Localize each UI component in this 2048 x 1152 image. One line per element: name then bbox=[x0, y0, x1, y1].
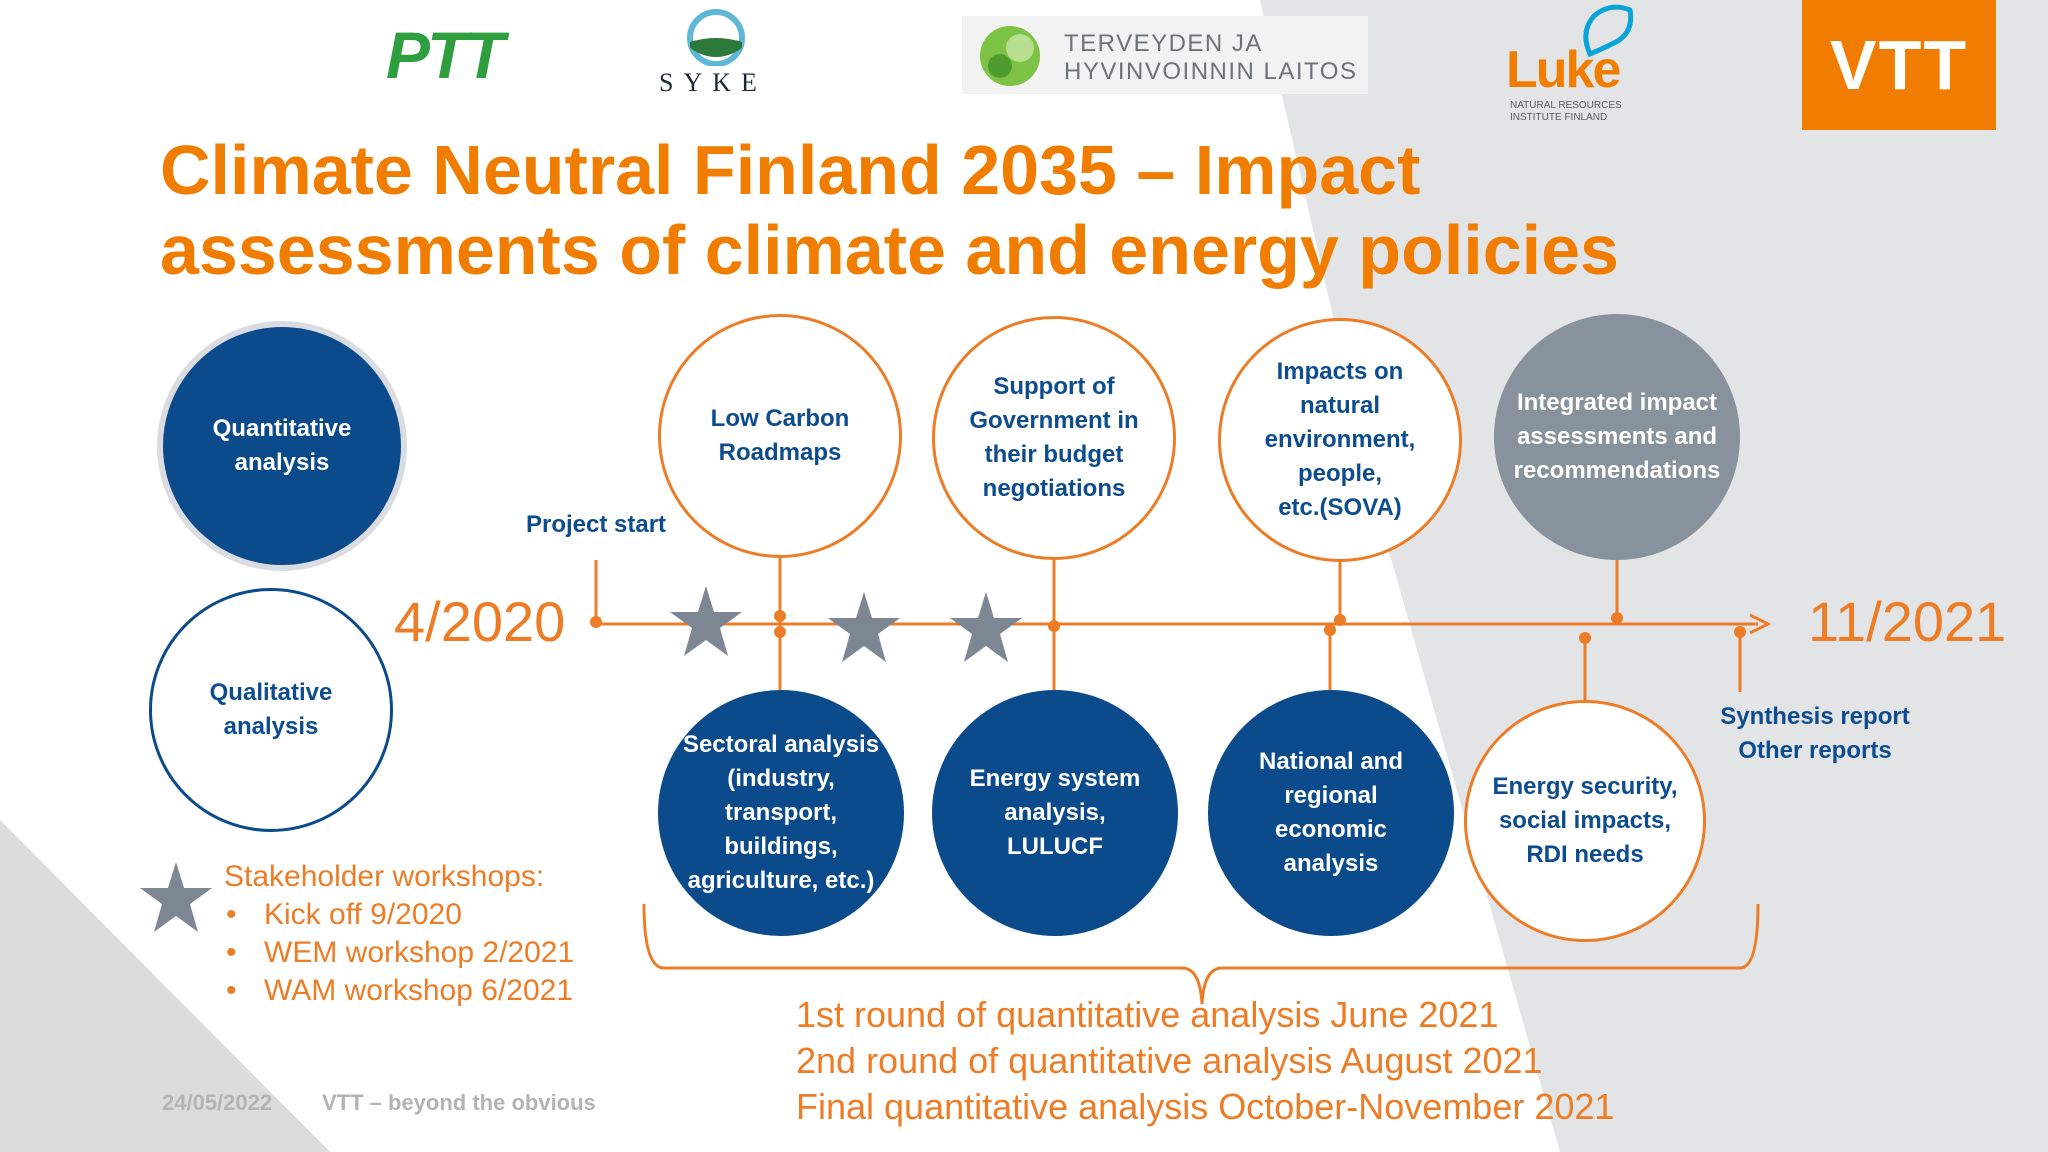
slide-title: Climate Neutral Finland 2035 – Impact as… bbox=[160, 130, 1800, 290]
syke-logo-icon bbox=[687, 9, 745, 66]
sectoral-analysis-circle: Sectoral analysis (industry, transport, … bbox=[658, 690, 904, 936]
legend-quantitative-label: Quantitative analysis bbox=[212, 415, 352, 476]
legend-quantitative-circle: Quantitative analysis bbox=[163, 327, 401, 565]
background-corner-triangle bbox=[0, 820, 330, 1152]
title-line-2: assessments of climate and energy polici… bbox=[160, 211, 1619, 289]
circle-above-4-label: Integrated impact assessments and recomm… bbox=[1513, 389, 1721, 484]
luke-sub-line-2: INSTITUTE FINLAND bbox=[1510, 112, 1608, 123]
legend-qualitative-circle: Qualitative analysis bbox=[149, 588, 393, 832]
stakeholder-workshops: Stakeholder workshops: Kick off 9/2020 W… bbox=[224, 858, 644, 1010]
footer-date: 24/05/2022 bbox=[162, 1090, 273, 1115]
round-item: Final quantitative analysis October-Nove… bbox=[796, 1086, 1615, 1127]
circle-below-3-label: National and regional economic analysis bbox=[1258, 748, 1403, 877]
timeline-node-3b bbox=[1324, 624, 1336, 636]
luke-leaf-icon bbox=[1583, 4, 1634, 58]
energy-system-circle: Energy system analysis, LULUCF bbox=[932, 690, 1178, 936]
synthesis-report-label: Synthesis report bbox=[1720, 703, 1910, 730]
end-reports-label: Synthesis report Other reports bbox=[1680, 700, 1950, 768]
project-start-label: Project start bbox=[525, 511, 667, 538]
thl-logo-text: TERVEYDEN JA HYVINVOINNIN LAITOS bbox=[1064, 30, 1357, 86]
ptt-logo: PTT bbox=[386, 18, 505, 92]
low-carbon-roadmaps-circle: Low Carbon Roadmaps bbox=[658, 314, 902, 558]
workshop-legend-star-icon bbox=[140, 862, 212, 932]
round-item: 1st round of quantitative analysis June … bbox=[796, 994, 1499, 1035]
title-line-1: Climate Neutral Finland 2035 – Impact bbox=[160, 131, 1421, 209]
workshop-star-icon-1 bbox=[670, 586, 742, 656]
end-date: 11/2021 bbox=[1808, 590, 2007, 653]
timeline-node-end bbox=[1734, 626, 1746, 638]
circle-below-4-label: Energy security, social impacts, RDI nee… bbox=[1492, 773, 1678, 868]
workshops-list: Kick off 9/2020 WEM workshop 2/2021 WAM … bbox=[224, 896, 644, 1010]
workshop-item: WAM workshop 6/2021 bbox=[224, 972, 644, 1010]
timeline-node-1 bbox=[774, 610, 786, 622]
thl-leaf-icon bbox=[980, 26, 1040, 86]
economic-analysis-circle: National and regional economic analysis bbox=[1208, 690, 1454, 936]
circle-below-2-label: Energy system analysis, LULUCF bbox=[969, 765, 1141, 860]
circle-above-3-label: Impacts on natural environment, people, … bbox=[1264, 358, 1416, 521]
start-date: 4/2020 bbox=[394, 590, 566, 653]
workshop-item: Kick off 9/2020 bbox=[224, 896, 644, 934]
legend-qualitative-label: Qualitative analysis bbox=[209, 679, 333, 740]
timeline-node-2 bbox=[1048, 620, 1060, 632]
luke-sub-line-1: NATURAL RESOURCES bbox=[1510, 100, 1622, 111]
energy-security-circle: Energy security, social impacts, RDI nee… bbox=[1464, 700, 1706, 942]
integrated-assessment-circle: Integrated impact assessments and recomm… bbox=[1494, 314, 1740, 560]
luke-logo-subtitle: NATURAL RESOURCES INSTITUTE FINLAND bbox=[1510, 100, 1622, 124]
budget-support-circle: Support of Government in their budget ne… bbox=[932, 316, 1176, 560]
luke-logo: Luke bbox=[1506, 41, 1621, 99]
workshop-item: WEM workshop 2/2021 bbox=[224, 934, 644, 972]
footer-slogan: VTT – beyond the obvious bbox=[322, 1090, 596, 1115]
round-item: 2nd round of quantitative analysis Augus… bbox=[796, 1040, 1543, 1081]
timeline-node-start bbox=[590, 616, 602, 628]
background-gray-wedge bbox=[1260, 0, 2048, 1152]
workshop-star-icon-2 bbox=[828, 592, 900, 662]
thl-line-1: TERVEYDEN JA bbox=[1064, 30, 1263, 57]
circle-above-1-label: Low Carbon Roadmaps bbox=[710, 405, 850, 466]
sova-impacts-circle: Impacts on natural environment, people, … bbox=[1218, 318, 1462, 562]
syke-logo: SYKE bbox=[659, 68, 767, 97]
timeline-node-1b bbox=[774, 626, 786, 638]
analysis-rounds: 1st round of quantitative analysis June … bbox=[796, 992, 1896, 1130]
workshop-star-icon-3 bbox=[950, 592, 1022, 662]
vtt-logo: VTT bbox=[1802, 0, 1996, 130]
workshops-heading: Stakeholder workshops: bbox=[224, 860, 545, 893]
thl-line-2: HYVINVOINNIN LAITOS bbox=[1064, 58, 1358, 85]
timeline-arrowhead bbox=[1749, 613, 1772, 635]
timeline-node-4b bbox=[1579, 632, 1591, 644]
timeline-node-3 bbox=[1334, 614, 1346, 626]
other-reports-label: Other reports bbox=[1738, 737, 1892, 764]
circle-below-1-label: Sectoral analysis (industry, transport, … bbox=[682, 731, 880, 894]
rounds-bracket bbox=[642, 903, 1760, 1005]
circle-above-2-label: Support of Government in their budget ne… bbox=[969, 373, 1139, 502]
timeline-node-4 bbox=[1611, 612, 1623, 624]
